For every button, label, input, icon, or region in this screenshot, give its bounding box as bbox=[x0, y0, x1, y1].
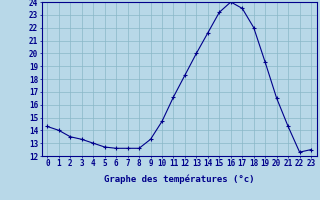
X-axis label: Graphe des températures (°c): Graphe des températures (°c) bbox=[104, 174, 254, 184]
